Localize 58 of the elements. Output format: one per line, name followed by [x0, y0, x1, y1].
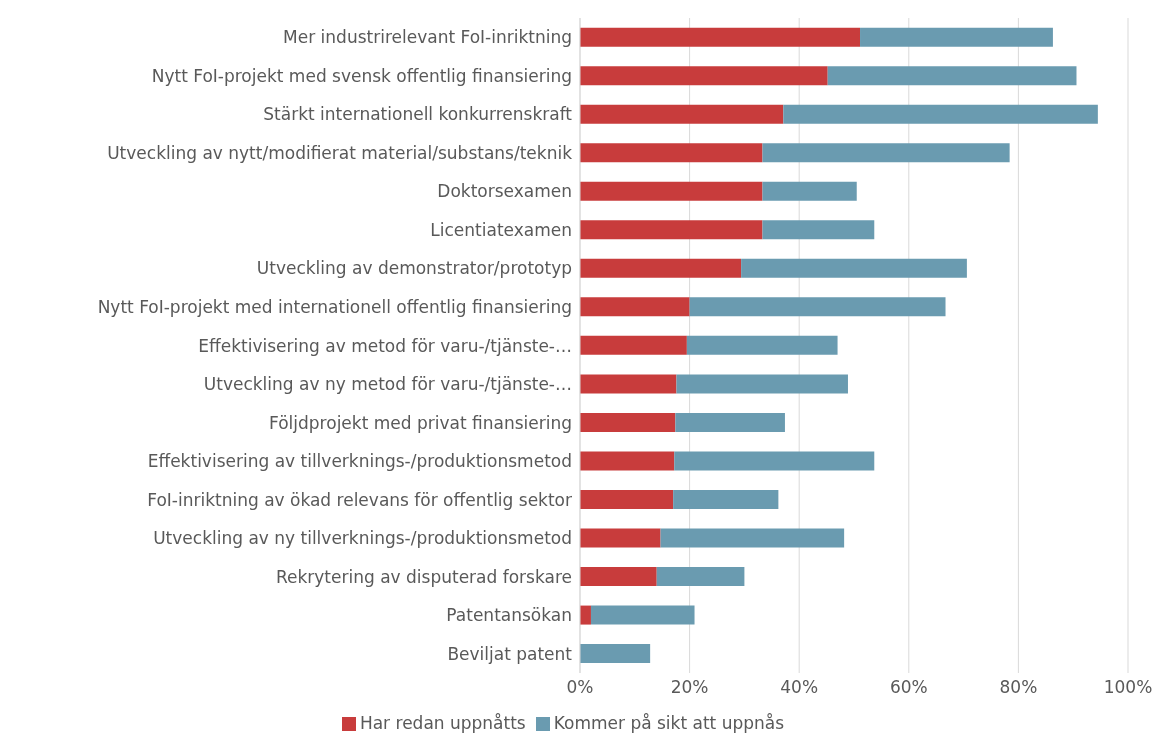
bar: [827, 66, 1077, 86]
bar: [590, 605, 695, 625]
bar: [580, 181, 763, 201]
x-tick-label: 80%: [999, 677, 1038, 698]
y-tick-label: Utveckling av nytt/modifierat material/substans/teknik: [107, 142, 573, 163]
bar: [660, 528, 845, 548]
y-tick-label: Utveckling av ny metod för varu-/tjänste-…: [203, 374, 572, 395]
bar: [783, 104, 1098, 124]
bar: [741, 258, 967, 278]
bar: [580, 258, 742, 278]
bar: [675, 412, 785, 432]
legend-label: Kommer på sikt att uppnås: [553, 713, 785, 733]
bar: [580, 489, 674, 509]
legend-label: Har redan uppnåtts: [359, 713, 526, 733]
bar: [580, 66, 828, 86]
y-tick-label: Mer industrirelevant FoI-inriktning: [283, 27, 572, 48]
bar: [673, 489, 779, 509]
bar: [580, 143, 763, 163]
y-tick-label: Utveckling av demonstrator/prototyp: [256, 258, 572, 279]
bar: [580, 374, 677, 394]
x-tick-label: 20%: [670, 677, 709, 698]
y-tick-label: Patentansökan: [446, 605, 572, 626]
bar: [580, 451, 675, 471]
bar: [580, 412, 676, 432]
bar: [580, 104, 784, 124]
bar: [762, 220, 875, 240]
bar: [580, 567, 657, 587]
bar: [860, 27, 1053, 47]
x-tick-label: 100%: [1103, 677, 1153, 698]
x-tick-label: 0%: [566, 677, 594, 698]
y-tick-label: Effektivisering av metod för varu-/tjänste-…: [198, 335, 572, 356]
bar: [580, 27, 861, 47]
x-tick-label: 60%: [889, 677, 928, 698]
bar: [580, 335, 687, 355]
bar: [580, 605, 591, 625]
y-tick-label: Doktorsexamen: [437, 181, 572, 202]
y-tick-label: Utveckling av ny tillverknings-/produktionsmetod: [153, 528, 572, 549]
bar: [762, 143, 1010, 163]
bar: [580, 644, 651, 664]
y-tick-label: Följdprojekt med privat finansiering: [269, 412, 572, 433]
bar: [656, 567, 745, 587]
bar: [580, 297, 690, 317]
y-tick-label: Effektivisering av tillverknings-/produktionsmetod: [147, 451, 572, 472]
bar: [689, 297, 946, 317]
y-tick-label: Stärkt internationell konkurrenskraft: [263, 104, 573, 125]
y-tick-label: Rekrytering av disputerad forskare: [275, 566, 572, 587]
bar: [674, 451, 875, 471]
y-tick-label: Beviljat patent: [447, 643, 573, 664]
bar: [580, 528, 661, 548]
bar: [580, 220, 763, 240]
y-tick-label: Nytt FoI-projekt med svensk offentlig finansiering: [151, 65, 572, 86]
bar: [686, 335, 838, 355]
y-tick-label: Nytt FoI-projekt med internationell offentlig finansiering: [97, 297, 572, 318]
bar: [762, 181, 857, 201]
y-tick-label: Licentiatexamen: [430, 219, 572, 240]
bar: [676, 374, 848, 394]
y-tick-label: FoI-inriktning av ökad relevans för offentlig sektor: [147, 489, 572, 510]
x-tick-label: 40%: [780, 677, 819, 698]
